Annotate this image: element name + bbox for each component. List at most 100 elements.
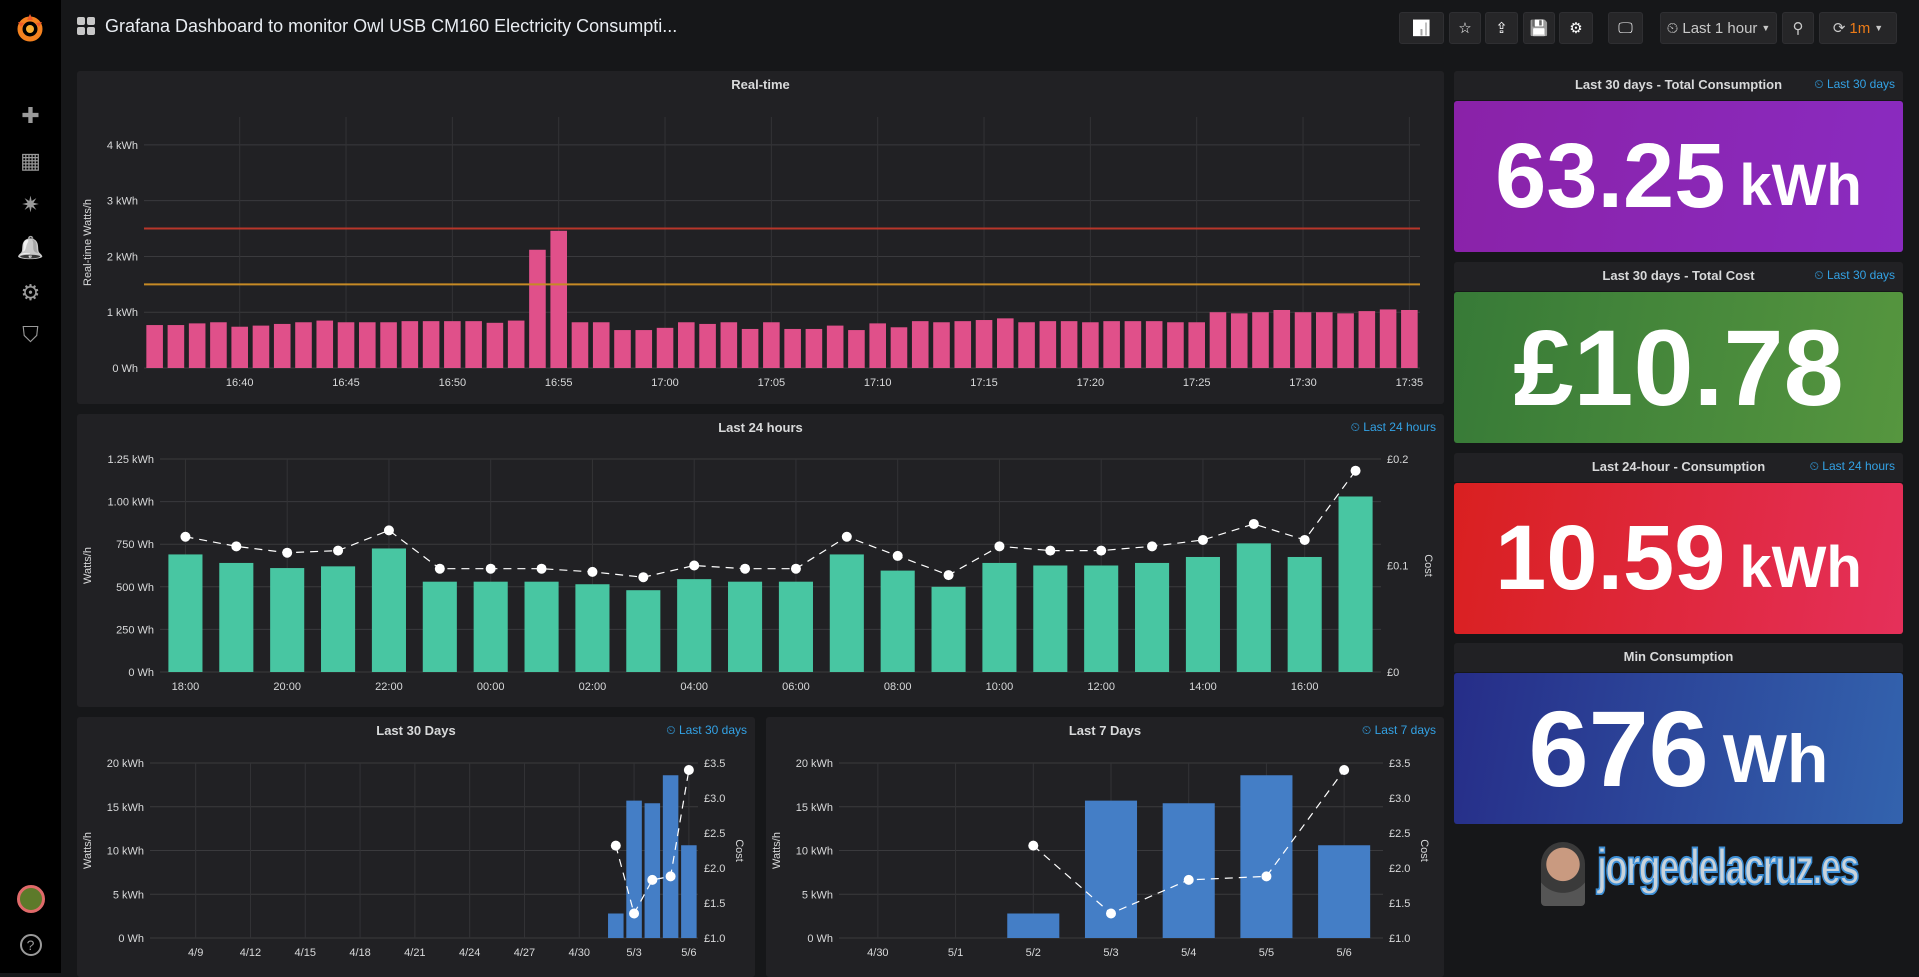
y2-tick-label: £1.5 — [704, 898, 725, 910]
help-icon[interactable]: ? — [0, 930, 61, 956]
sidebar-item-explore[interactable]: ✷ — [0, 192, 61, 218]
bar — [626, 590, 661, 672]
panel-title[interactable]: Last 30 days - Total Consumption — [1574, 77, 1783, 92]
panel-title[interactable]: Real-time — [731, 77, 790, 92]
bar — [273, 323, 291, 368]
sidebar-item-create[interactable]: ✚ — [0, 103, 61, 129]
bar — [728, 581, 763, 672]
bar — [677, 579, 712, 672]
x-tick-label: 4/30 — [867, 947, 888, 959]
panel-last-30-days: 0 Wh 5 kWh 10 kWh 15 kWh 20 kWh 4/9 4/12 4/15 4/… — [77, 717, 755, 977]
caret-down-icon: ▼ — [1874, 23, 1884, 33]
y2-tick-label: £3.5 — [1389, 758, 1410, 770]
cost-line — [185, 470, 1357, 578]
refresh-icon: ⟳ — [1832, 20, 1846, 37]
sidebar: ✚ ▦ ✷ 🔔 ⚙ ⛉ ? — [0, 0, 61, 973]
bar — [614, 330, 631, 368]
panel-title[interactable]: Min Consumption — [1623, 649, 1734, 664]
cost-point — [689, 560, 700, 571]
bar — [1358, 311, 1376, 368]
y2-tick-label: £0 — [1387, 667, 1399, 679]
refresh-button[interactable]: ⟳ 1m ▼ — [1819, 12, 1897, 44]
dashboard-grid-icon — [77, 17, 95, 35]
cost-point — [1339, 765, 1350, 775]
stat-value-box: 676 Wh — [1454, 673, 1903, 824]
bar — [720, 322, 738, 368]
bar — [1167, 322, 1184, 368]
panel-title[interactable]: Last 30 Days — [376, 723, 456, 738]
stat-unit: kWh — [1739, 535, 1862, 601]
cost-point — [180, 531, 191, 542]
user-avatar[interactable] — [0, 885, 61, 919]
grafana-logo-icon[interactable] — [14, 12, 46, 44]
time-picker-button[interactable]: ⏲ Last 1 hour ▼ — [1660, 12, 1777, 44]
x-tick-label: 00:00 — [477, 681, 505, 693]
stat-panel-header: Last 30 days - Total Cost ⏲ Last 30 days — [1454, 262, 1903, 291]
bar — [1188, 322, 1205, 368]
bar — [1230, 313, 1248, 368]
sidebar-item-server-admin[interactable]: ⛉ — [0, 322, 61, 348]
y-tick-label: 15 kWh — [796, 802, 833, 814]
cost-point — [1261, 871, 1272, 882]
bar — [890, 327, 908, 368]
y-tick-label: 250 Wh — [116, 624, 154, 636]
bar — [188, 323, 206, 368]
bar — [678, 322, 695, 368]
caret-down-icon: ▼ — [1761, 23, 1771, 33]
stat-unit: Wh — [1722, 721, 1829, 798]
x-tick-label: 18:00 — [172, 681, 200, 693]
add-panel-button[interactable]: 📊 — [1399, 12, 1444, 44]
bar — [699, 323, 716, 368]
panel-title[interactable]: Last 7 Days — [1068, 723, 1142, 738]
bar — [1337, 313, 1354, 368]
cost-point — [994, 541, 1005, 552]
sidebar-item-configuration[interactable]: ⚙ — [0, 280, 61, 306]
bar — [763, 322, 780, 368]
x-tick-label: 17:15 — [970, 377, 998, 389]
bar — [167, 325, 185, 368]
y-axis-label: Watts/h — [771, 832, 783, 869]
sidebar-item-alerting[interactable]: 🔔 — [0, 235, 61, 261]
cost-point — [434, 563, 445, 574]
x-tick-label: 17:00 — [651, 377, 679, 389]
cost-point — [1197, 534, 1208, 545]
save-button[interactable]: 💾 — [1523, 12, 1555, 44]
panel-title[interactable]: Last 24 hours — [718, 420, 803, 435]
bar — [1162, 803, 1215, 938]
y-tick-label: 10 kWh — [796, 846, 833, 858]
tv-mode-button[interactable]: 🖵 — [1608, 12, 1643, 44]
settings-button[interactable]: ⚙ — [1559, 12, 1593, 44]
y-axis-label: Watts/h — [82, 832, 94, 869]
bar — [644, 803, 661, 938]
stat-value: £10.78 — [1513, 307, 1844, 428]
share-button[interactable]: ⇪ — [1485, 12, 1518, 44]
bar — [219, 562, 254, 672]
cost-point — [231, 541, 242, 552]
panel-realtime: 0 Wh 1 kWh 2 kWh 3 kWh 4 kWh 16:40 16:45 16:50 1… — [77, 71, 1444, 404]
cost-point — [1299, 534, 1310, 545]
y-tick-label: 0 Wh — [112, 363, 138, 375]
panel-title[interactable]: Last 30 days - Total Cost — [1602, 268, 1755, 283]
panel-title[interactable]: Last 24-hour - Consumption — [1591, 459, 1766, 474]
x-tick-label: 10:00 — [986, 681, 1014, 693]
dashboard-title[interactable]: Grafana Dashboard to monitor Owl USB CM1… — [105, 16, 678, 36]
bar — [805, 328, 823, 368]
x-tick-label: 17:25 — [1183, 377, 1211, 389]
star-icon: ☆ — [1458, 20, 1472, 37]
sidebar-item-dashboards[interactable]: ▦ — [0, 148, 61, 174]
y-tick-label: 500 Wh — [116, 582, 154, 594]
y-tick-label: 750 Wh — [116, 539, 154, 551]
x-tick-label: 4/12 — [240, 947, 261, 959]
y-tick-label: 4 kWh — [107, 140, 138, 152]
y2-tick-label: £3.5 — [704, 758, 725, 770]
bar — [444, 321, 461, 368]
bar — [473, 581, 508, 672]
y2-tick-label: £3.0 — [704, 793, 725, 805]
bar — [295, 322, 312, 368]
x-tick-label: 12:00 — [1087, 681, 1115, 693]
x-tick-label: 16:55 — [545, 377, 573, 389]
cost-point — [383, 525, 394, 536]
zoom-out-button[interactable]: ⚲ — [1782, 12, 1814, 44]
cost-point — [943, 570, 954, 581]
star-button[interactable]: ☆ — [1449, 12, 1481, 44]
